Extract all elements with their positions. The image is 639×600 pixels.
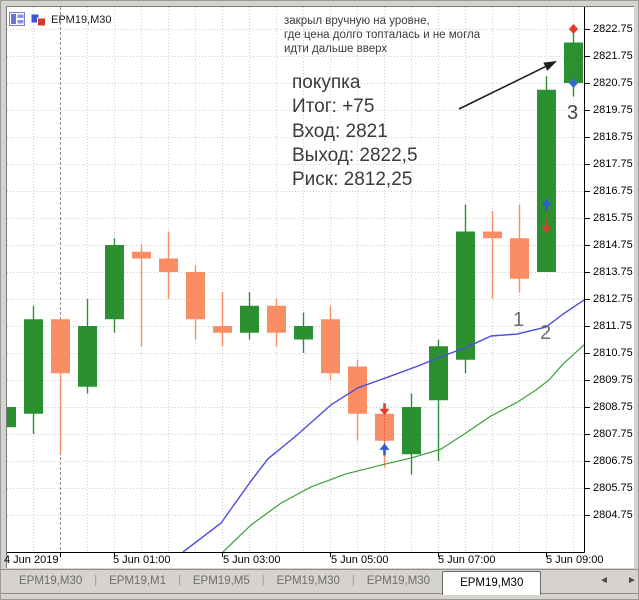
price-label: 2819.75 xyxy=(593,104,633,116)
candle-body xyxy=(294,326,313,340)
price-label: 2809.75 xyxy=(593,374,633,386)
candle-body xyxy=(159,258,178,272)
sequence-label-2: 2 xyxy=(540,322,552,344)
price-label: 2808.75 xyxy=(593,401,633,413)
candle-body xyxy=(7,407,16,428)
ma-fast-line xyxy=(182,299,584,552)
chart-plot-area[interactable] xyxy=(1,1,639,569)
symbol-timeframe-label: EPM19,M30 xyxy=(51,14,112,26)
trade-result-line: Итог: +75 xyxy=(292,96,375,118)
price-label: 2818.75 xyxy=(593,131,633,143)
candle-body xyxy=(456,231,475,360)
candle-body xyxy=(267,305,286,333)
candle-body xyxy=(78,326,97,387)
status-strip xyxy=(1,593,638,599)
price-label: 2817.75 xyxy=(593,158,633,170)
candle-body xyxy=(240,305,259,333)
price-label: 2811.75 xyxy=(593,320,632,332)
trade-marker-arrow_down xyxy=(541,220,552,233)
price-label: 2807.75 xyxy=(593,428,633,440)
price-label: 2810.75 xyxy=(593,347,633,359)
candle-body xyxy=(213,326,232,333)
price-label: 2821.75 xyxy=(593,50,633,62)
price-label: 2815.75 xyxy=(593,212,633,224)
trade-risk-line: Риск: 2812,25 xyxy=(292,169,413,191)
candle-body xyxy=(186,272,205,320)
plot-group xyxy=(7,7,584,552)
price-label: 2820.75 xyxy=(593,77,633,89)
tabs-scroll-right-icon[interactable]: ► xyxy=(627,575,637,586)
tab-separator: | xyxy=(261,574,265,586)
tab-item[interactable]: EPM19,M1 xyxy=(109,575,167,587)
tab-separator: | xyxy=(178,574,181,586)
price-label: 2822.75 xyxy=(593,23,633,35)
tab-item[interactable]: EPM19,M30 xyxy=(276,575,340,587)
tab-item[interactable]: EPM19,M5 xyxy=(192,575,250,587)
note-line: закрыл вручную на уровне, xyxy=(284,15,430,27)
time-label: 4 Jun 2019 xyxy=(4,554,59,566)
candle-body xyxy=(510,238,529,279)
candle-body xyxy=(402,407,421,455)
manual-close-note: закрыл вручную на уровне, где цена долго… xyxy=(284,14,480,56)
sequence-label-1: 1 xyxy=(513,309,525,331)
candlestick-series xyxy=(7,29,583,475)
candle-body xyxy=(348,366,367,414)
candle-body xyxy=(321,319,340,374)
trade-marker-arrow_up xyxy=(379,443,390,456)
trade-marker-diamond xyxy=(569,78,578,88)
price-label: 2812.75 xyxy=(593,293,633,305)
tab-separator: | xyxy=(351,574,355,586)
candle-body xyxy=(537,89,556,272)
sequence-label-3: 3 xyxy=(567,102,579,124)
ma-slow-line xyxy=(222,344,584,552)
time-label: 5 Jun 03:00 xyxy=(223,554,281,566)
trend-arrow xyxy=(458,65,546,110)
price-label: 2813.75 xyxy=(593,266,633,278)
candle-body xyxy=(51,319,70,374)
trade-entry-line: Вход: 2821 xyxy=(292,120,388,142)
trade-marker-arrow_down xyxy=(379,403,390,416)
trade-marker-arrow_up xyxy=(541,199,552,211)
note-line: где цена долго топталась и не могла xyxy=(284,29,481,41)
chart-window-icon xyxy=(9,11,25,32)
candle-body xyxy=(105,245,124,320)
time-label: 5 Jun 05:00 xyxy=(331,554,389,566)
trend-arrow-head xyxy=(543,61,557,71)
price-label: 2816.75 xyxy=(593,185,633,197)
candle-body xyxy=(483,231,502,239)
tab-separator: | xyxy=(94,574,98,586)
price-label: 2804.75 xyxy=(593,509,633,521)
candle-body xyxy=(24,319,43,414)
tab-item[interactable]: EPM19,M30 xyxy=(366,575,431,587)
trade-marker-diamond xyxy=(569,24,578,34)
tab-item[interactable]: EPM19,M30 xyxy=(19,575,83,587)
note-line: идти дальше вверх xyxy=(284,43,388,55)
trade-summary-note: покупка Итог: +75 Вход: 2821 Выход: 2822… xyxy=(292,71,418,192)
tab-item-active[interactable]: EPM19,M30 xyxy=(442,571,542,595)
time-label: 5 Jun 01:00 xyxy=(113,554,171,566)
candle-body xyxy=(375,413,394,441)
bar-chart-icon xyxy=(30,11,47,32)
chart-tab-bar: EPM19,M30 | EPM19,M1 | EPM19,M5 | EPM19,M30 | EP… xyxy=(1,569,638,595)
time-label: 5 Jun 09:00 xyxy=(546,554,604,566)
time-label: 5 Jun 07:00 xyxy=(438,554,496,566)
candle-body xyxy=(429,346,448,401)
candle-body xyxy=(132,251,151,259)
price-label: 2814.75 xyxy=(593,239,633,251)
trade-type-line: покупка xyxy=(292,72,361,93)
tabs-scroll-left-icon[interactable]: ◄ xyxy=(599,575,609,586)
price-label: 2806.75 xyxy=(593,455,633,467)
price-label: 2805.75 xyxy=(593,482,633,494)
trade-exit-line: Выход: 2822,5 xyxy=(292,144,418,166)
